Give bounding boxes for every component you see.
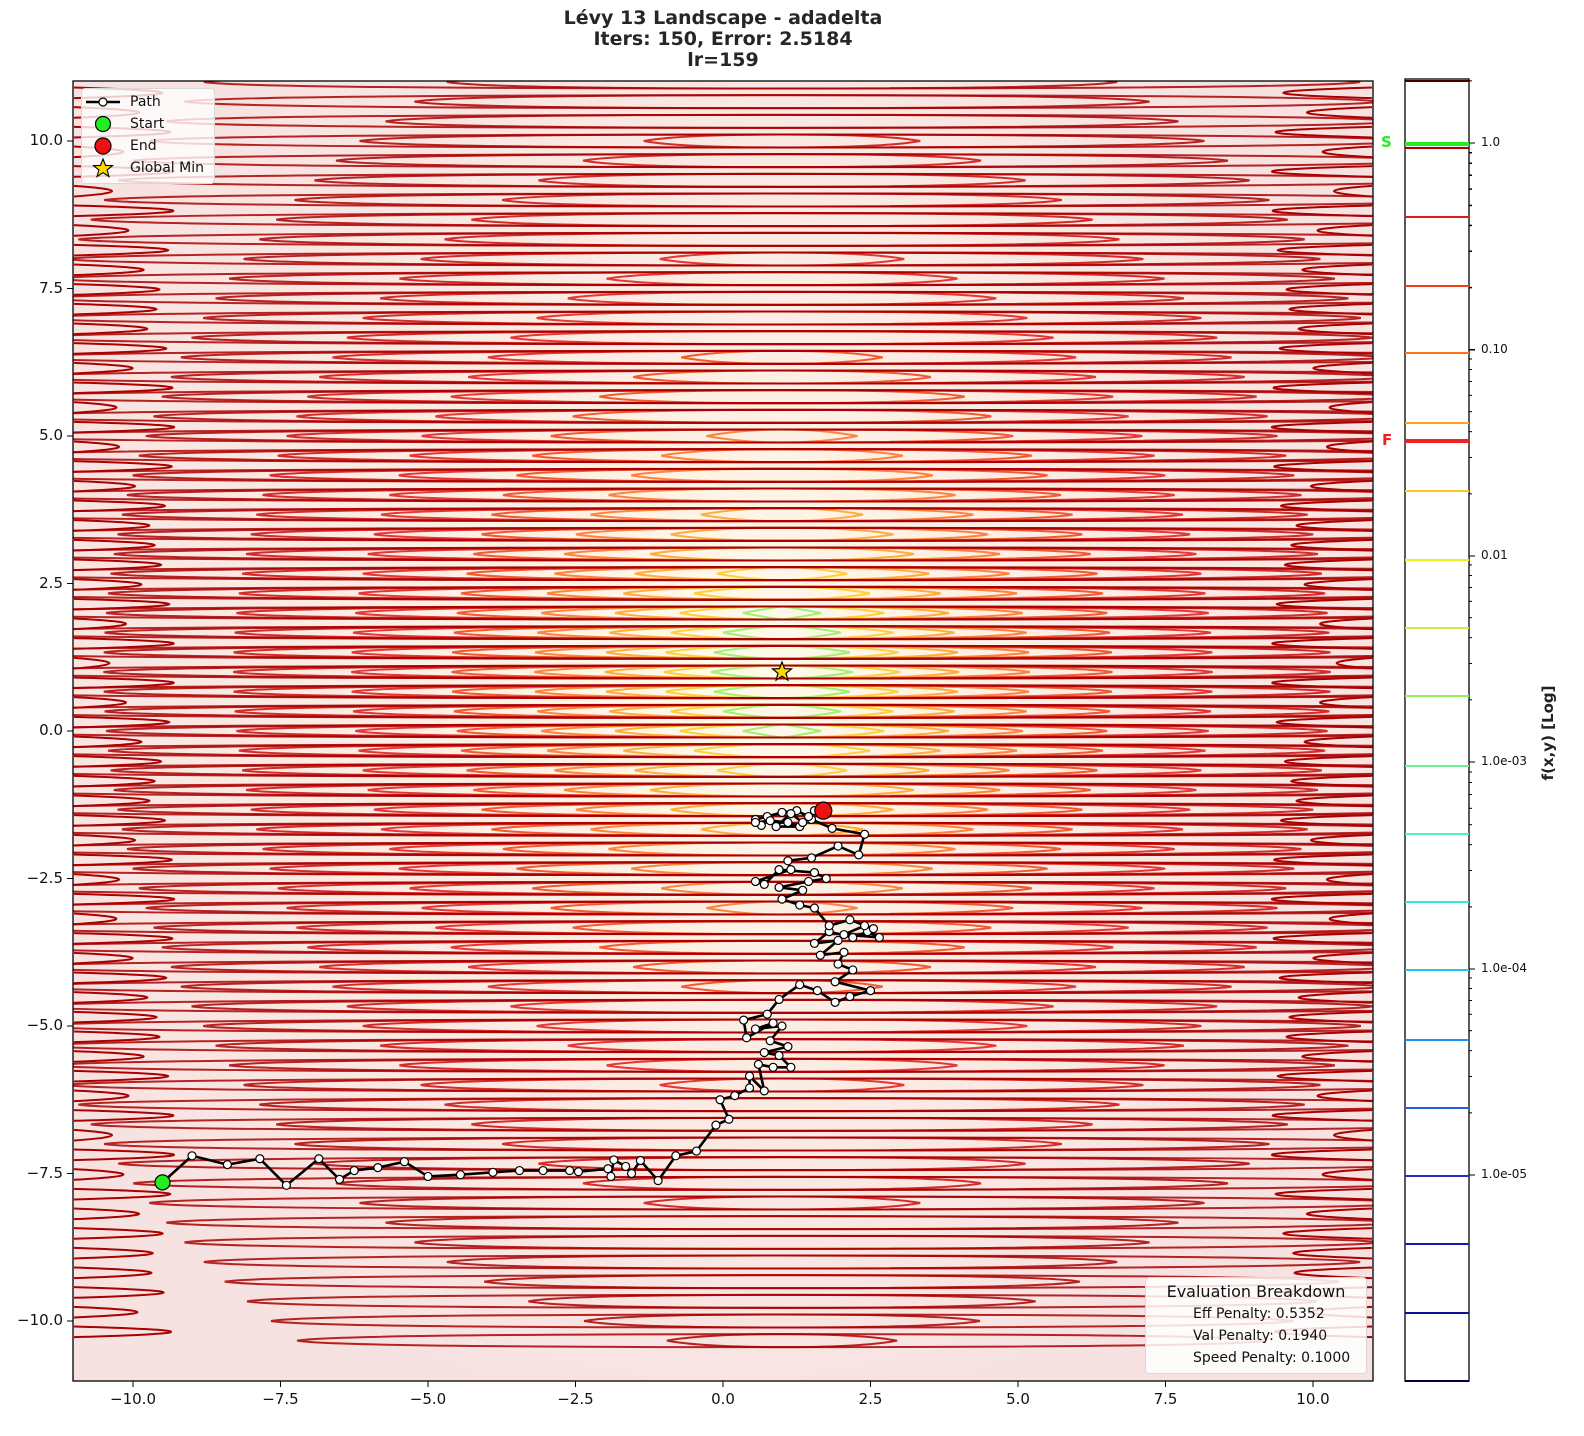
x-tick-label: 5.0 (1006, 1390, 1030, 1408)
x-tick-label: −5.0 (409, 1390, 447, 1408)
optimizer-path (154, 660, 884, 1191)
colorbar-tick-label: 1.0e-05 (1481, 1167, 1528, 1181)
legend-item-start: Start (82, 114, 164, 134)
colorbar-frame (1404, 78, 1470, 1382)
legend: Path Start End Global Min (81, 88, 215, 184)
path-line-icon (86, 97, 120, 107)
chart-title: Lévy 13 Landscape - adadelta Iters: 150,… (0, 8, 1446, 71)
y-tick-label: −5.0 (26, 1016, 63, 1034)
y-tick-label: −7.5 (26, 1163, 63, 1182)
axis-ticks (67, 140, 1314, 1387)
colorbar-levels (1405, 80, 1469, 1382)
x-tick-label: 7.5 (1153, 1390, 1178, 1408)
colorbar-final-label: F (1382, 431, 1393, 449)
colorbar-start-label: S (1381, 133, 1392, 151)
y-tick-label: 5.0 (39, 426, 63, 444)
title-line-1: Lévy 13 Landscape - adadelta (563, 7, 883, 29)
title-line-3: lr=159 (687, 49, 759, 71)
y-tick-label: 2.5 (39, 573, 63, 592)
legend-item-end: End (82, 136, 157, 156)
y-tick-label: −2.5 (26, 868, 63, 887)
global-min-star (770, 660, 794, 682)
y-tick-label: 7.5 (39, 278, 63, 297)
x-tick-label: 10.0 (1296, 1390, 1330, 1408)
legend-label: Start (130, 116, 165, 132)
contour-lines (73, 81, 1373, 1349)
y-tick-label: 0.0 (39, 721, 63, 739)
x-tick-label: −7.5 (262, 1390, 299, 1408)
x-tick-label: −10.0 (110, 1390, 156, 1408)
x-tick-label: −2.5 (557, 1390, 594, 1408)
y-tick-label: −10.0 (17, 1311, 63, 1329)
colorbar-title: f(x,y) [Log] (1539, 685, 1557, 781)
title-line-2: Iters: 150, Error: 2.5184 (593, 28, 853, 50)
evaluation-heading: Evaluation Breakdown (1166, 1282, 1346, 1301)
plot-background (73, 81, 1373, 1381)
star-icon (91, 158, 115, 178)
colorbar-tick-label: 0.01 (1481, 548, 1508, 562)
y-tick-label: 10.0 (29, 131, 63, 149)
red-circle-icon (94, 137, 112, 155)
colorbar-tick-label: 1.0e-03 (1481, 754, 1528, 768)
green-circle-icon (94, 115, 112, 133)
start-marker (154, 1174, 171, 1191)
x-tick-label: 0.0 (711, 1390, 735, 1408)
legend-label: End (130, 138, 157, 154)
end-marker (814, 801, 833, 820)
legend-item-global-min: Global Min (82, 158, 204, 178)
eff-penalty: Eff Penalty: 0.5352 (1193, 1306, 1325, 1322)
legend-label: Path (130, 94, 161, 110)
legend-label: Global Min (130, 160, 204, 176)
evaluation-breakdown: Evaluation Breakdown Eff Penalty: 0.5352… (1145, 1277, 1367, 1374)
colorbar-tick-label: 1.0e-04 (1481, 961, 1528, 975)
legend-item-path: Path (82, 92, 161, 112)
speed-penalty: Speed Penalty: 0.1000 (1193, 1350, 1351, 1366)
colorbar-ticks (1469, 80, 1475, 1176)
x-tick-label: 2.5 (858, 1390, 883, 1408)
val-penalty: Val Penalty: 0.1940 (1193, 1328, 1328, 1344)
colorbar-tick-label: 1.0 (1481, 135, 1501, 149)
colorbar-tick-label: 0.10 (1481, 342, 1508, 356)
